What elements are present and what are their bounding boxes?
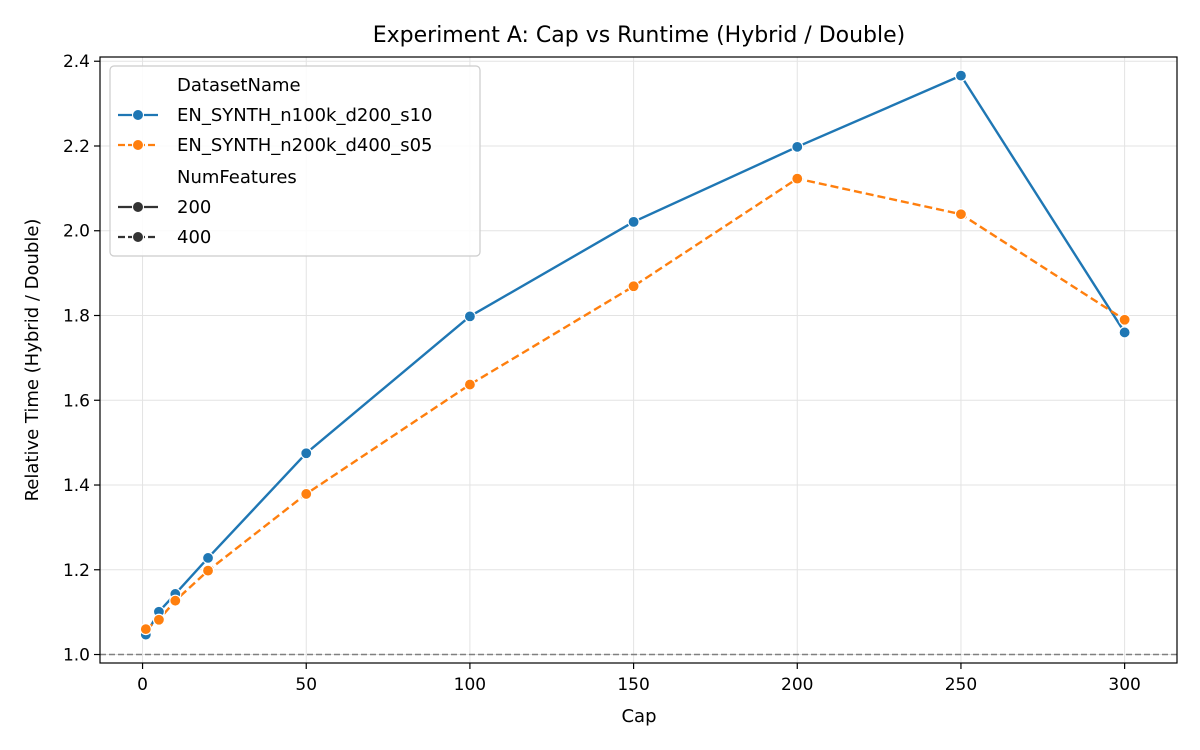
y-tick-label: 2.2 [63,137,90,157]
series-2-point [152,613,166,626]
series-2-point [463,378,477,391]
y-tick-label: 1.0 [63,646,90,666]
plot-frame [99,56,1178,664]
x-tick-label: 200 [781,675,813,695]
y-tick-label: 1.4 [63,476,90,496]
series-2-point [1118,313,1131,326]
legend-label-series-1: EN_SYNTH_n100k_d200_s10 [177,105,433,126]
y-tick-label: 1.6 [63,391,90,411]
series-1-point [791,140,804,153]
x-tick-label: 150 [617,675,649,695]
series-2-point [169,594,182,607]
series-2-point [627,280,640,293]
y-tick-label: 1.8 [63,307,90,327]
y-tick-label: 2.4 [63,52,90,72]
grid [100,57,1177,663]
legend-marker-style-200 [132,201,144,213]
series-2-point [954,208,968,221]
y-tick-label: 2.0 [63,222,90,242]
legend-style-title: NumFeatures [177,167,297,188]
series-2-point [791,172,804,185]
legend-label-style-200: 200 [177,197,211,218]
x-tick-label: 250 [945,675,977,695]
series-line-2 [145,177,1126,631]
x-axis-label: Cap [621,706,656,727]
legend-label-style-400: 400 [177,227,211,248]
y-axis-label: Relative Time (Hybrid / Double) [22,219,43,502]
series-2-point [201,564,215,577]
series-1-point [463,310,477,323]
chart-title: Experiment A: Cap vs Runtime (Hybrid / D… [373,23,906,48]
series-1-point [627,215,640,228]
series-layer [139,69,1131,641]
x-tick-label: 50 [295,675,317,695]
legend: DatasetName EN_SYNTH_n100k_d200_s10 EN_S… [109,65,481,257]
x-tick-label: 0 [137,675,148,695]
series-line-1 [144,74,1126,636]
x-axis: 0 50 100 150 200 250 300 [137,663,1141,695]
x-tick-label: 300 [1108,675,1140,695]
legend-marker-series-2 [132,139,144,151]
legend-label-series-2: EN_SYNTH_n200k_d400_s05 [177,135,433,156]
series-1-point [954,69,968,82]
legend-hue-title: DatasetName [177,75,301,96]
series-1-point [300,447,313,460]
series-1-point [1118,326,1131,339]
legend-box [109,65,481,257]
legend-marker-series-1 [132,109,144,121]
series-2-point [139,622,152,636]
y-tick-label: 1.2 [63,561,90,581]
series-2-point [300,487,313,501]
x-tick-label: 100 [454,675,486,695]
series-1-point [201,551,215,565]
y-axis: 1.0 1.2 1.4 1.6 1.8 2.0 2.2 2.4 [63,52,100,666]
legend-marker-style-400 [132,231,144,243]
